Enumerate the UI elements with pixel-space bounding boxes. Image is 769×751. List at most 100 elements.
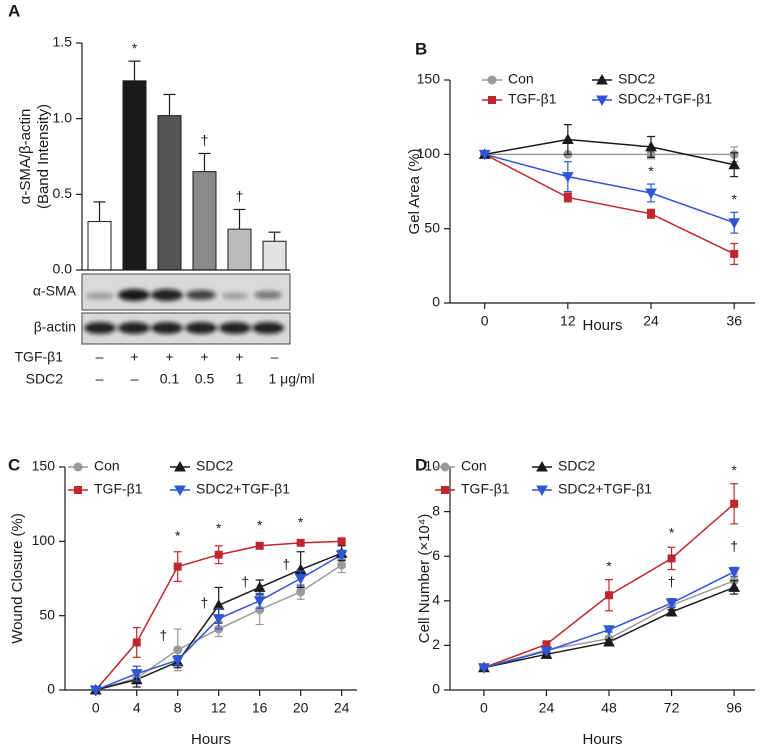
marker: [665, 598, 678, 610]
x-axis-label: Hours: [191, 731, 231, 748]
marker: [563, 193, 572, 202]
y-axis-label: Cell Number (×10⁴): [416, 514, 433, 643]
annotation: †: [236, 188, 244, 204]
marker: [335, 550, 348, 561]
annotation: †: [730, 538, 738, 554]
marker: [173, 645, 183, 655]
annotation: *: [606, 558, 612, 574]
y-tick-label: 0.0: [53, 261, 73, 277]
marker: [337, 537, 346, 546]
marker: [174, 485, 186, 497]
legend-label: TGF-β1: [508, 91, 557, 107]
x-tick-label: 0: [92, 700, 100, 716]
y-tick-label: 0.5: [53, 185, 73, 201]
marker: [212, 614, 225, 625]
y-tick-label: 6: [432, 547, 440, 563]
annotation: *: [132, 40, 138, 56]
condition-label: TGF-β1: [15, 349, 64, 365]
marker: [488, 96, 496, 104]
blot-frame: [81, 273, 291, 311]
x-axis-label: Hours: [582, 731, 622, 748]
annotation: *: [731, 191, 737, 207]
y-tick-label: 150: [32, 458, 56, 474]
marker: [487, 75, 497, 85]
marker: [174, 460, 186, 472]
legend-label: Con: [94, 458, 120, 474]
marker: [132, 638, 141, 647]
y-tick-label: 50: [39, 606, 55, 622]
marker: [645, 140, 657, 152]
condition-value: +: [130, 349, 138, 365]
marker: [89, 685, 102, 697]
x-tick-label: 48: [601, 700, 617, 716]
x-tick-label: 8: [174, 700, 182, 716]
x-tick-label: 4: [133, 700, 141, 716]
legend-label: TGF-β1: [461, 481, 510, 497]
marker: [647, 209, 656, 218]
marker: [605, 591, 614, 600]
marker: [536, 460, 548, 472]
condition-value: –: [271, 349, 279, 365]
panel-label: A: [8, 1, 20, 20]
marker: [728, 158, 741, 170]
marker: [253, 596, 266, 607]
x-tick-label: 72: [664, 700, 680, 716]
bar: [157, 115, 182, 271]
marker: [294, 574, 307, 585]
condition-value: –: [96, 349, 104, 365]
annotation: *: [257, 517, 263, 533]
condition-value: –: [96, 371, 104, 387]
annotation: *: [731, 462, 737, 478]
marker: [478, 663, 490, 674]
y-tick-label: 2: [432, 636, 440, 652]
x-tick-label: 96: [726, 700, 742, 716]
condition-value: –: [131, 371, 139, 387]
condition-value: +: [165, 349, 173, 365]
annotation: †: [201, 132, 209, 148]
blot-bands: [84, 289, 284, 334]
annotation: †: [282, 556, 290, 572]
marker: [728, 567, 740, 578]
marker: [478, 149, 491, 161]
y-tick-label: 100: [417, 145, 441, 161]
marker: [665, 605, 678, 617]
annotation: †: [159, 627, 167, 643]
legend-label: SDC2: [196, 458, 234, 474]
marker: [296, 538, 305, 547]
western-blot: [81, 273, 291, 345]
series-line: [484, 138, 735, 166]
legend-label: SDC2+TGF-β1: [196, 481, 290, 497]
marker: [730, 499, 739, 508]
condition-value: 1: [236, 371, 244, 387]
bar: [192, 171, 217, 271]
x-tick-label: 12: [560, 313, 576, 329]
condition-value: +: [200, 349, 208, 365]
y-tick-label: 4: [432, 592, 440, 608]
y-axis-label: Wound Closure (%): [9, 513, 26, 644]
y-axis-label: α-SMA/β-actin: [17, 109, 34, 205]
legend-label: TGF-β1: [94, 481, 143, 497]
x-tick-label: 20: [293, 700, 309, 716]
marker: [645, 188, 657, 200]
marker: [253, 581, 266, 592]
x-axis-label: Hours: [582, 317, 622, 334]
x-tick-label: 0: [481, 313, 489, 329]
series-line: [484, 153, 735, 255]
x-tick-label: 12: [211, 700, 227, 716]
legend-label: SDC2: [618, 71, 656, 87]
annotation: *: [648, 163, 654, 179]
condition-value: +: [235, 349, 243, 365]
panel-label: D: [415, 455, 427, 474]
legend-label: SDC2+TGF-β1: [558, 481, 652, 497]
annotation: *: [216, 520, 222, 536]
marker: [255, 541, 264, 550]
x-tick-label: 24: [539, 700, 555, 716]
series-line: [484, 153, 735, 224]
condition-value: 1 μg/ml: [269, 371, 315, 387]
marker: [337, 560, 347, 570]
annotation: †: [668, 574, 676, 590]
bar: [227, 228, 252, 271]
y-tick-label: 50: [424, 219, 440, 235]
marker: [667, 554, 676, 563]
x-tick-label: 24: [334, 700, 350, 716]
